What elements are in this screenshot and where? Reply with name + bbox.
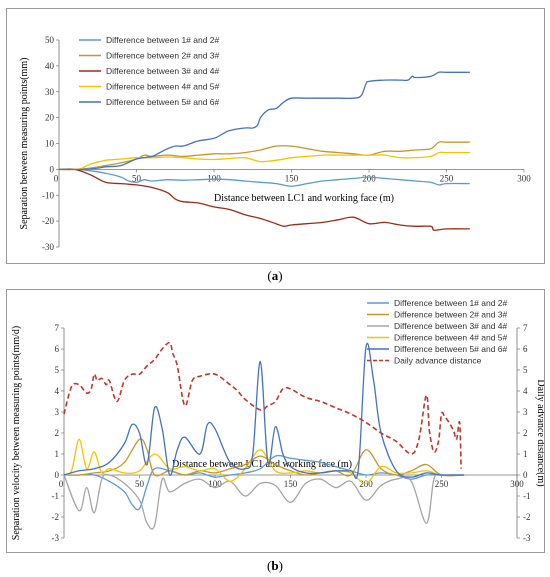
legend-label-2: Difference between 2# and 3#: [394, 310, 508, 320]
caption-a-letter: a: [271, 268, 279, 283]
y2-tick-label: 4: [523, 386, 528, 396]
y-tick-label: 6: [55, 344, 60, 354]
y-tick-label: 1: [55, 449, 60, 459]
x-tick-label: 50: [132, 173, 142, 183]
legend-label-1: Difference between 1# and 2#: [394, 298, 508, 308]
x-tick-label: 100: [207, 173, 221, 183]
legend-label-5: Difference between 5# and 6#: [106, 97, 220, 107]
series-line-5: [58, 71, 470, 171]
x-tick-label: 100: [208, 479, 222, 489]
chart-panel-a: -30 -20 -10 0 10 20 30 40 50 50 100 150 200 250 300 0 Di…: [6, 8, 545, 264]
y-tick-label: -30: [42, 242, 54, 252]
y-tick-label: 2: [55, 428, 60, 438]
series-line-2: [63, 438, 465, 477]
y-tick-label: -20: [42, 216, 54, 226]
x-tick-label: 300: [517, 173, 531, 183]
y-axis-label: Separation velocity between measuring po…: [11, 326, 22, 540]
y-tick-label: 7: [55, 323, 60, 333]
caption-b: (b): [267, 558, 283, 573]
x-tick-label-origin: 0: [59, 479, 64, 489]
y-tick-label: 10: [45, 139, 55, 149]
y-tick-label: 3: [55, 407, 60, 417]
y2-tick-label: 3: [523, 407, 528, 417]
y-tick-label: -10: [42, 190, 54, 200]
series-line-1: [58, 168, 470, 187]
legend-label-3: Difference between 3# and 4#: [106, 66, 220, 76]
x-tick-label-origin: 0: [54, 173, 59, 183]
legend-label-6: Daily advance distance: [394, 356, 482, 366]
series-line-1: [63, 454, 465, 511]
y-tick-label: 0: [55, 470, 60, 480]
x-tick-label: 150: [284, 479, 298, 489]
legend-label-5: Difference between 5# and 6#: [394, 344, 508, 354]
y2-tick-label: 2: [523, 428, 528, 438]
legend-label-3: Difference between 3# and 4#: [394, 321, 508, 331]
series-line-6: [63, 341, 462, 469]
y-axis-label: Separation between measuring points(mm): [19, 58, 30, 230]
chart-panel-b: -3 -2 -1 0 1 2 3 4 5 6 7 50 100 150 200 250 300 0 -3 -2 -1 0 1…: [6, 289, 545, 553]
y2-tick-label: 5: [523, 365, 528, 375]
y-tick-label: 20: [45, 113, 55, 123]
y-tick-label: 4: [55, 386, 60, 396]
series-line-5: [63, 342, 465, 479]
y-tick-label: 50: [45, 35, 55, 45]
y2-tick-label: -1: [523, 491, 531, 501]
y-tick-label: 0: [50, 164, 55, 174]
series-line-4: [58, 151, 470, 171]
x-tick-label: 200: [362, 173, 376, 183]
x-tick-label: 250: [435, 479, 449, 489]
y-tick-label: 40: [45, 61, 55, 71]
y-tick-label: -2: [52, 512, 60, 522]
legend-label-4: Difference between 4# and 5#: [106, 82, 220, 92]
series-line-3: [58, 168, 470, 231]
caption-a: (a): [267, 268, 283, 283]
x-axis-label: Distance between LC1 and working face (m…: [214, 193, 394, 204]
series-line-3: [63, 473, 465, 530]
y-tick-label: 5: [55, 365, 60, 375]
y-tick-label: -1: [52, 491, 60, 501]
y2-tick-label: 7: [523, 323, 528, 333]
legend-label-1: Difference between 1# and 2#: [106, 35, 220, 45]
legend-label-2: Difference between 2# and 3#: [106, 51, 220, 61]
x-axis-label: Distance between LC1 and working face (m…: [172, 459, 352, 470]
y2-tick-label: 6: [523, 344, 528, 354]
y2-tick-label: 0: [523, 470, 528, 480]
y2-tick-label: -2: [523, 512, 531, 522]
x-tick-label: 250: [440, 173, 454, 183]
series-line-4: [63, 438, 465, 485]
x-tick-label: 150: [285, 173, 299, 183]
y2-axis-label: Daily advance distance(m): [535, 379, 544, 486]
caption-b-letter: b: [271, 558, 279, 573]
legend-label-4: Difference between 4# and 5#: [394, 333, 508, 343]
x-tick-label: 50: [135, 479, 145, 489]
y-tick-label: -3: [52, 533, 60, 543]
y2-tick-label: 1: [523, 449, 528, 459]
y-tick-label: 30: [45, 87, 55, 97]
y2-tick-label: -3: [523, 533, 531, 543]
